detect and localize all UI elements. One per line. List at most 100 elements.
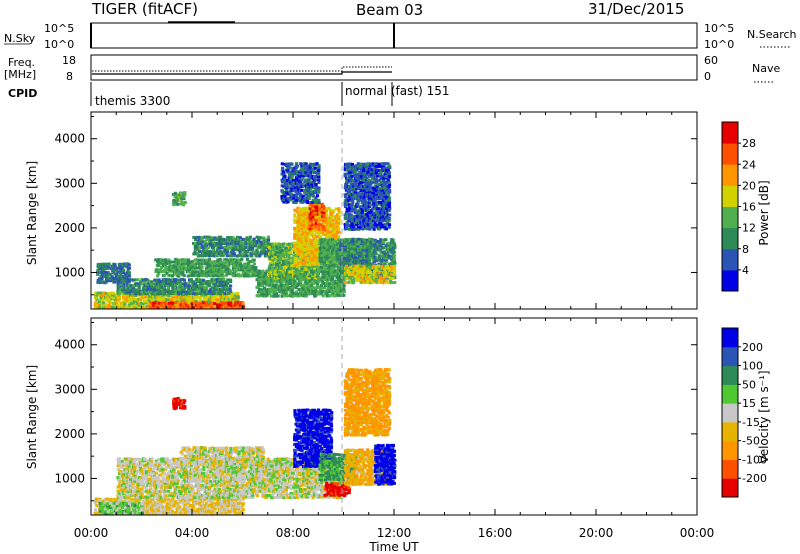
data-cell	[286, 270, 290, 274]
data-cell	[337, 221, 341, 225]
nave-tick-top: 60	[704, 54, 718, 67]
data-cell	[261, 251, 265, 255]
data-cell	[252, 237, 256, 241]
data-cell	[280, 272, 284, 275]
data-cell	[390, 272, 394, 276]
data-cell	[269, 242, 273, 246]
data-cell	[296, 231, 300, 234]
data-cell	[307, 252, 311, 256]
data-cell	[316, 268, 321, 272]
data-cell	[213, 264, 217, 268]
data-cell	[206, 250, 210, 253]
data-cell	[348, 248, 352, 252]
data-cell	[117, 296, 121, 299]
data-cell	[379, 238, 383, 242]
data-cell	[104, 303, 108, 307]
data-cell	[220, 270, 224, 274]
data-cell	[244, 245, 248, 249]
data-cell	[229, 290, 233, 294]
data-cell	[179, 305, 183, 309]
data-cell	[167, 305, 171, 309]
data-cell	[286, 294, 290, 297]
data-cell	[158, 268, 163, 272]
data-cell	[231, 307, 235, 309]
data-cell	[313, 218, 317, 222]
data-cell	[241, 268, 245, 272]
data-cell	[353, 186, 357, 190]
data-cell	[389, 281, 393, 285]
data-cell	[211, 290, 215, 294]
data-cell	[112, 292, 116, 296]
data-cell	[357, 167, 361, 170]
data-cell	[194, 305, 198, 309]
data-cell	[303, 274, 307, 278]
data-cell	[287, 287, 291, 291]
data-cell	[330, 224, 334, 228]
data-cell	[301, 272, 306, 276]
data-cell	[344, 240, 348, 244]
data-cell	[272, 244, 276, 248]
data-cell	[349, 185, 353, 189]
data-cell	[337, 219, 341, 223]
data-cell	[370, 262, 374, 266]
data-cell	[195, 277, 199, 281]
data-cell	[275, 264, 279, 268]
data-cell	[249, 239, 254, 243]
freq-tick-bottom: 8	[66, 70, 73, 83]
data-cell	[188, 303, 193, 307]
data-cell	[374, 258, 378, 262]
data-cell	[332, 294, 336, 298]
data-cell	[343, 205, 348, 208]
data-cell	[261, 269, 265, 273]
data-cell	[355, 223, 359, 226]
data-cell	[95, 304, 99, 307]
data-cell	[132, 299, 136, 303]
data-cell	[314, 264, 318, 268]
data-cell	[336, 229, 340, 233]
data-cell	[241, 305, 245, 309]
data-cell	[324, 231, 328, 235]
data-cell	[248, 248, 252, 252]
data-cell	[154, 304, 158, 307]
data-cell	[203, 239, 207, 243]
data-cell	[310, 249, 314, 252]
data-cell	[335, 219, 339, 223]
data-cell	[224, 252, 228, 256]
data-cell	[194, 286, 199, 290]
data-cell	[308, 225, 312, 229]
data-cell	[221, 282, 225, 286]
data-cell	[353, 168, 357, 172]
data-cell	[271, 242, 275, 246]
data-cell	[226, 236, 230, 239]
data-cell	[174, 262, 178, 266]
data-cell	[328, 264, 332, 267]
data-cell	[121, 276, 126, 280]
data-cell	[299, 282, 303, 286]
data-cell	[245, 258, 250, 261]
data-cell	[318, 212, 322, 216]
data-cell	[258, 254, 262, 258]
data-cell	[201, 303, 205, 307]
data-cell	[113, 268, 117, 272]
data-cell	[100, 291, 104, 295]
data-cell	[303, 234, 307, 238]
data-cell	[237, 264, 241, 268]
data-cell	[283, 266, 287, 270]
data-cell	[283, 279, 287, 283]
data-cell	[106, 299, 110, 303]
data-cell	[366, 278, 370, 282]
data-cell	[227, 241, 231, 245]
data-cell	[223, 242, 227, 245]
data-cell	[150, 292, 154, 296]
nave-tick-bottom: 0	[704, 70, 711, 83]
data-cell	[178, 262, 182, 266]
data-cell	[186, 282, 190, 286]
data-cell	[252, 262, 257, 266]
data-cell	[379, 267, 383, 270]
data-cell	[226, 282, 230, 286]
data-cell	[359, 217, 363, 221]
data-cell	[356, 186, 360, 190]
data-cell	[223, 299, 227, 303]
data-cell	[280, 294, 284, 298]
data-cell	[327, 242, 331, 246]
